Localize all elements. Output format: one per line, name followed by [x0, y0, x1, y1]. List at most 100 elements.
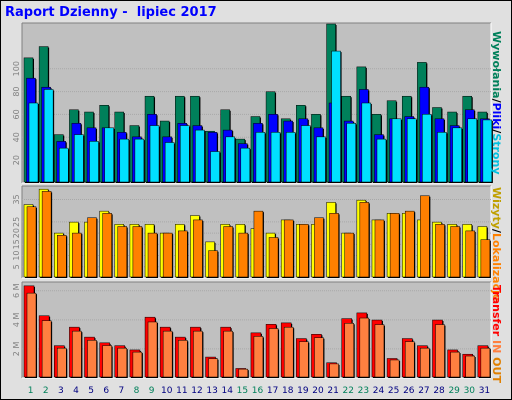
bar-transfer-in — [314, 337, 324, 378]
bar-pages — [361, 102, 372, 183]
x-tick-label: 20 — [312, 386, 324, 396]
bar-transfer-in — [147, 321, 158, 378]
bar-pages — [240, 147, 251, 183]
x-tick-label: 9 — [149, 386, 155, 396]
legend-part: Strony — [490, 133, 503, 175]
x-tick-label: 7 — [118, 386, 124, 396]
bar-pages — [482, 119, 493, 183]
bar-sites — [344, 232, 354, 278]
bar-pages — [376, 138, 387, 183]
bar-transfer-in — [178, 340, 188, 378]
bar-pages — [301, 125, 311, 183]
bar-sites — [314, 217, 324, 278]
bar-pages — [74, 134, 84, 183]
bar-transfer-in — [72, 330, 82, 378]
x-tick-label: 15 — [237, 386, 248, 396]
legend-part: Transfer — [490, 285, 503, 337]
bar-pages — [391, 118, 402, 183]
y-tick-label: 15 — [12, 239, 21, 249]
x-tick-label: 23 — [358, 386, 369, 396]
bar-pages — [225, 136, 235, 183]
legend-part: OUT — [490, 357, 503, 383]
x-tick-label: 3 — [58, 386, 64, 396]
bar-transfer-in — [420, 347, 430, 378]
x-tick-label: 11 — [176, 386, 187, 396]
x-tick-label: 14 — [222, 386, 234, 396]
y-tick-label: 5 — [12, 264, 21, 269]
y-tick-label: 4 M — [12, 312, 21, 327]
legend-part: Wizyty — [490, 187, 503, 229]
x-tick-label: 30 — [464, 386, 476, 396]
bar-sites — [389, 213, 400, 278]
y-tick-label: 35 — [12, 194, 21, 204]
y-tick-label: 20 — [12, 228, 21, 238]
bar-pages — [149, 125, 160, 183]
x-tick-label: 2 — [43, 386, 49, 396]
bar-transfer-in — [435, 324, 445, 378]
bar-transfer-in — [57, 347, 67, 378]
bar-transfer-in — [374, 324, 385, 378]
y-tick-label: 80 — [12, 86, 21, 96]
x-tick-label: 24 — [373, 386, 385, 396]
chart-title: Raport Dzienny - lipiec 2017 — [5, 5, 217, 20]
bar-sites — [87, 217, 97, 278]
bar-transfer-in — [117, 347, 128, 378]
bar-sites — [26, 206, 37, 278]
bar-pages — [452, 127, 462, 183]
x-tick-label: 21 — [327, 386, 338, 396]
bar-transfer-in — [238, 368, 249, 378]
bar-sites — [329, 213, 339, 278]
x-tick-label: 6 — [103, 386, 109, 396]
bar-transfer-in — [208, 358, 218, 378]
x-tick-label: 10 — [161, 386, 173, 396]
bar-transfer-in — [26, 292, 37, 378]
x-tick-label: 28 — [433, 386, 445, 396]
bar-sites — [223, 226, 233, 278]
y-tick-label: 25 — [12, 217, 21, 227]
bar-pages — [195, 129, 205, 183]
x-tick-label: 27 — [418, 386, 429, 396]
bar-pages — [331, 50, 341, 183]
bar-transfer-in — [102, 345, 112, 378]
bar-pages — [28, 102, 39, 183]
x-tick-label: 22 — [343, 386, 354, 396]
bar-sites — [450, 226, 460, 278]
y-tick-label: 10 — [12, 250, 21, 260]
bar-pages — [134, 138, 145, 183]
x-tick-label: 5 — [88, 386, 94, 396]
bar-pages — [467, 118, 477, 183]
x-tick-label: 31 — [479, 386, 490, 396]
bar-transfer-in — [404, 341, 415, 378]
bar-pages — [255, 132, 266, 183]
bar-sites — [147, 232, 158, 278]
bar-pages — [346, 123, 356, 183]
bar-transfer-in — [329, 363, 339, 378]
bar-sites — [253, 210, 264, 278]
bar-pages — [270, 132, 281, 183]
x-tick-label: 13 — [206, 386, 217, 396]
bar-transfer-in — [162, 330, 173, 378]
bar-pages — [59, 147, 69, 183]
legend-part: Wywołania — [490, 31, 503, 99]
bar-pages — [285, 132, 296, 183]
bar-pages — [43, 89, 54, 183]
y-tick-label: 20 — [12, 155, 21, 165]
bar-sites — [268, 237, 279, 278]
x-tick-label: 29 — [448, 386, 460, 396]
bar-sites — [208, 250, 218, 278]
bar-transfer-in — [480, 347, 491, 378]
bar-transfer-in — [87, 340, 97, 378]
y-tick-label: 2 M — [12, 342, 21, 357]
bar-sites — [41, 191, 52, 278]
x-tick-label: 1 — [28, 386, 34, 396]
bar-transfer-in — [465, 355, 475, 378]
bar-sites — [299, 224, 309, 278]
bar-transfer-in — [41, 320, 52, 378]
bar-transfer-in — [193, 330, 203, 378]
bar-sites — [480, 239, 491, 278]
bar-sites — [435, 224, 445, 278]
y-tick-label: 60 — [12, 109, 21, 119]
x-tick-label: 19 — [297, 386, 309, 396]
